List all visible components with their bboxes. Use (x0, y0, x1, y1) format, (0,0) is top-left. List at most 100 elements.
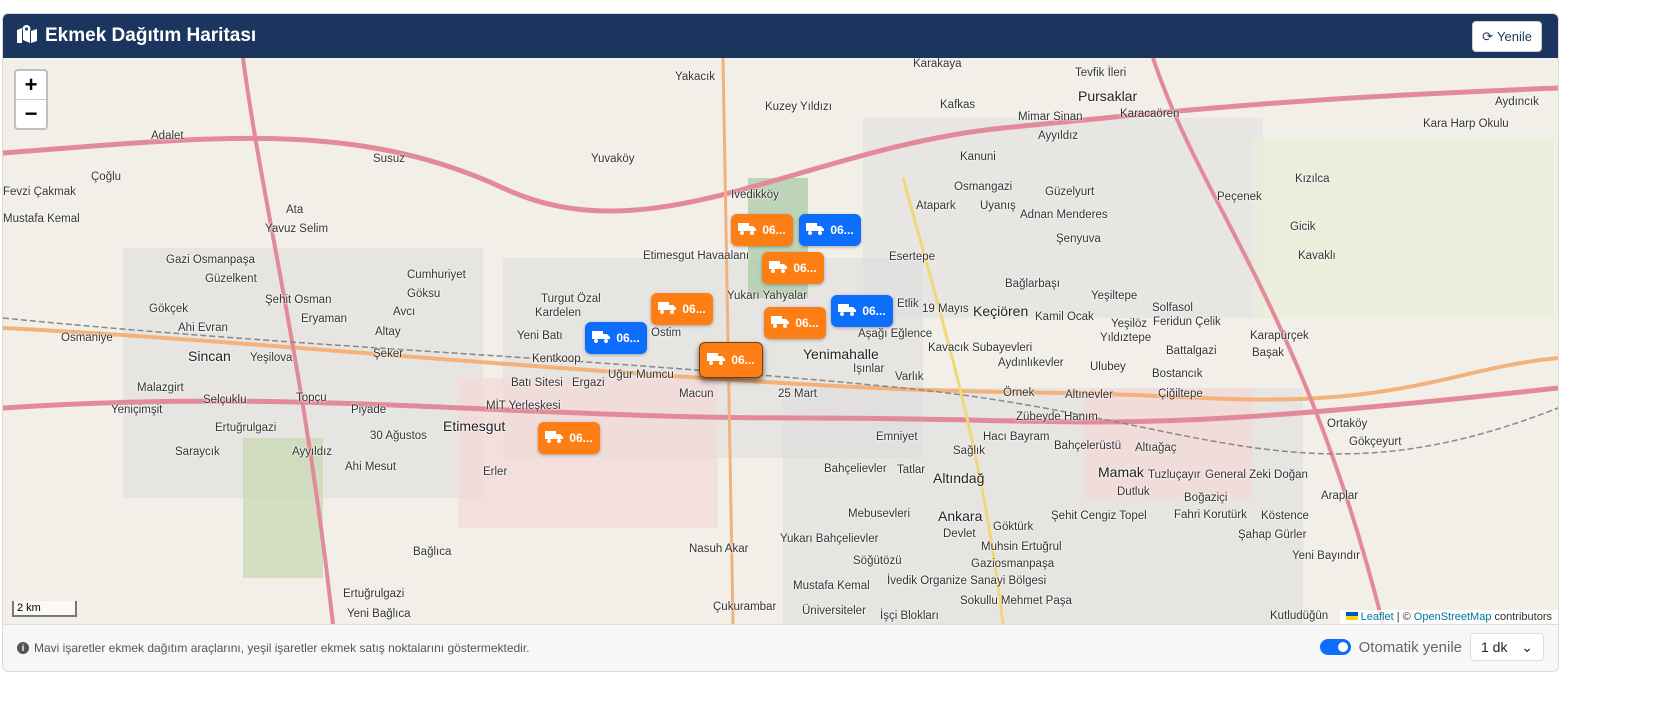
ukraine-flag-icon (1345, 612, 1358, 620)
map-place-label: Karapürçek (1250, 330, 1309, 342)
map-place-label: Güzelkent (205, 273, 257, 285)
map-place-label: Cumhuriyet (407, 269, 466, 281)
marker-label: 06... (731, 353, 755, 367)
map-place-label: Şehit Osman (265, 294, 332, 306)
vehicle-marker[interactable]: 06... (538, 422, 600, 454)
map-place-label: Aydıncık (1495, 96, 1539, 108)
map-place-label: Etimesgut Havaalanı (643, 250, 750, 262)
map-place-label: Ata (286, 204, 304, 216)
map-place-label: Köstence (1261, 510, 1309, 522)
map-place-label: Araplar (1321, 490, 1359, 502)
map-view[interactable]: Sincan Etimesgut Yenimahalle Keçiören Ankara… (3, 58, 1558, 624)
map-place-label: Ergazi (572, 377, 605, 389)
map-place-label: Altay (375, 326, 401, 338)
map-place-label: Ulubey (1090, 361, 1126, 373)
vehicle-marker[interactable]: 06... (762, 252, 824, 284)
map-place-label: Adnan Menderes (1020, 209, 1108, 221)
map-place-label: Peçenek (1217, 191, 1262, 203)
map-place-label: Nasuh Akar (689, 543, 749, 555)
zoom-in-button[interactable]: + (24, 72, 38, 97)
truck-icon (738, 222, 757, 238)
map-place-label: Kutludüğün (1270, 610, 1329, 622)
map-place-label: Üniversiteler (802, 605, 866, 617)
map-marked-icon (17, 24, 37, 48)
map-place-label: Yukarı Yahyalar (727, 290, 808, 302)
map-place-label: Adalet (151, 130, 184, 142)
map-place-label: Aşağı Eğlence (858, 328, 933, 340)
map-place-label: Bostancık (1152, 368, 1203, 380)
map-place-label: Yavuz Selim (265, 223, 329, 235)
marker-label: 06... (762, 223, 786, 237)
map-place-label: Kızılca (1295, 173, 1330, 185)
vehicle-marker[interactable]: 06... (831, 295, 893, 327)
map-place-label: MİT Yerleşkesi (486, 400, 561, 412)
zoom-out-button[interactable]: − (16, 99, 46, 128)
vehicle-marker[interactable]: 06... (799, 214, 861, 246)
map-place-label: Altındağ (933, 470, 985, 486)
refresh-button[interactable]: ⟳ Yenile (1472, 21, 1542, 52)
map-place-label: Topçu (296, 392, 327, 404)
map-place-label: Devlet (943, 528, 976, 540)
map-place-label: Battalgazi (1166, 345, 1217, 357)
map-place-label: Sokullu Mehmet Paşa (960, 595, 1072, 607)
legend-note: Mavi işaretler ekmek dağıtım araçlarını,… (34, 641, 530, 655)
map-place-label: Mimar Sinan (1018, 111, 1083, 123)
map-place-label: Yuvaköy (591, 153, 635, 165)
map-place-label: Bağlarbaşı (1005, 278, 1060, 290)
map-place-label: Yıldıztepe (1100, 332, 1152, 344)
osm-link[interactable]: OpenStreetMap (1413, 611, 1492, 623)
map-place-label: Ankara (938, 508, 983, 524)
map-place-label: Muhsin Ertuğrul (981, 541, 1062, 553)
map-place-label: Bahçelievler (824, 463, 887, 475)
marker-label: 06... (793, 261, 817, 275)
map-place-label: Gökçek (149, 303, 188, 315)
map-place-label: Mustafa Kemal (3, 213, 80, 225)
map-place-label: Osmangazi (954, 181, 1013, 193)
map-place-label: Kafkas (940, 99, 976, 111)
map-place-label: Gaziosmanpaşa (971, 558, 1055, 570)
vehicle-marker[interactable]: 06... (764, 307, 826, 339)
vehicle-marker[interactable]: 06... (651, 293, 713, 325)
map-place-label: Kamil Ocak (1035, 311, 1094, 323)
map-place-label: Güzelyurt (1045, 186, 1095, 198)
map-place-label: Bahçelerüstü (1054, 440, 1122, 452)
map-place-label: Osmaniye (61, 332, 113, 344)
map-place-label: Varlık (895, 371, 924, 383)
marker-label: 06... (862, 304, 886, 318)
map-place-label: Şehit Cengiz Topel (1051, 510, 1147, 522)
map-place-label: Macun (679, 388, 714, 400)
map-place-label: Tatlar (897, 464, 926, 476)
map-place-label: Yeni Batı (517, 330, 563, 342)
refresh-interval-select[interactable]: 1 dk ⌄ (1470, 633, 1544, 661)
leaflet-link[interactable]: Leaflet (1360, 611, 1394, 623)
marker-label: 06... (830, 223, 854, 237)
truck-icon (545, 430, 564, 446)
map-place-label: Göksu (407, 288, 441, 300)
map-place-label: Sincan (188, 348, 231, 364)
map-place-label: Kentkoop (532, 353, 581, 365)
map-place-label: Şeker (373, 348, 404, 360)
map-place-label: Yeşilöz (1111, 318, 1148, 330)
auto-refresh-toggle[interactable] (1319, 639, 1351, 655)
marker-label: 06... (569, 431, 593, 445)
map-place-label: Yakacık (675, 71, 716, 83)
map-place-label: Başak (1252, 347, 1284, 359)
marker-label: 06... (682, 302, 706, 316)
vehicle-marker[interactable]: 06... (699, 342, 763, 378)
map-place-label: Yukarı Bahçelievler (780, 533, 879, 545)
map-place-label: Altınevler (1065, 389, 1113, 401)
auto-refresh-label: Otomatik yenile (1358, 638, 1462, 656)
map-place-label: Avcı (393, 306, 416, 318)
map-place-label: Etlik (897, 298, 919, 310)
map-place-label: Şahap Gürler (1238, 529, 1307, 541)
map-place-label: Söğütözü (853, 555, 902, 567)
map-place-label: Yeşilova (250, 352, 293, 364)
attribution: Leaflet | © OpenStreetMap contributors (1339, 610, 1558, 624)
map-place-label: Göktürk (993, 521, 1034, 533)
map-place-label: Kanuni (960, 151, 996, 163)
map-place-label: Malazgirt (137, 382, 184, 394)
vehicle-marker[interactable]: 06... (731, 214, 793, 246)
map-place-label: Uyanış (980, 200, 1016, 212)
vehicle-marker[interactable]: 06... (585, 322, 647, 354)
info-circle-icon: i (17, 642, 29, 654)
